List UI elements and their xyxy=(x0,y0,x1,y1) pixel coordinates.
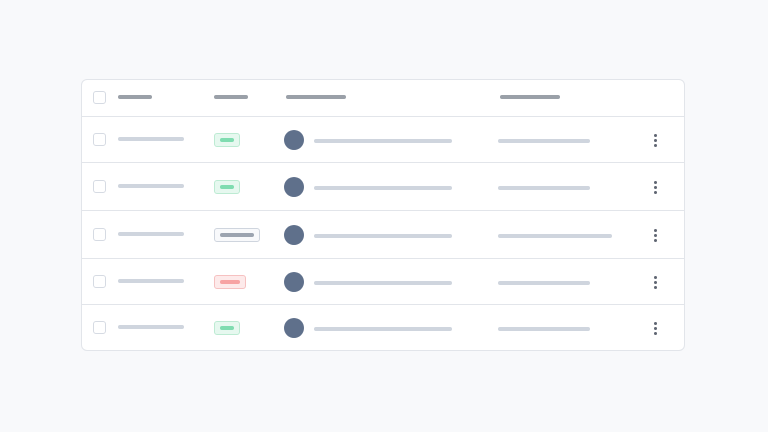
detail-placeholder xyxy=(498,281,590,285)
detail-placeholder xyxy=(498,234,612,238)
avatar xyxy=(284,177,304,197)
kebab-vertical-icon[interactable] xyxy=(654,229,657,244)
table-row[interactable] xyxy=(82,258,684,305)
row-checkbox[interactable] xyxy=(93,133,106,146)
table-row[interactable] xyxy=(82,210,684,259)
description-placeholder xyxy=(314,327,452,331)
description-placeholder xyxy=(314,234,452,238)
description-placeholder xyxy=(314,186,452,190)
avatar xyxy=(284,272,304,292)
detail-placeholder xyxy=(498,186,590,190)
kebab-vertical-icon[interactable] xyxy=(654,181,657,196)
status-badge xyxy=(214,180,240,194)
name-placeholder xyxy=(118,279,184,283)
table-row[interactable] xyxy=(82,162,684,211)
table-row[interactable] xyxy=(82,304,684,351)
description-placeholder xyxy=(314,139,452,143)
header-placeholder-1[interactable] xyxy=(118,95,152,99)
description-placeholder xyxy=(314,281,452,285)
avatar xyxy=(284,130,304,150)
avatar xyxy=(284,318,304,338)
name-placeholder xyxy=(118,325,184,329)
avatar xyxy=(284,225,304,245)
select-all-checkbox[interactable] xyxy=(93,91,106,104)
name-placeholder xyxy=(118,137,184,141)
header-placeholder-4[interactable] xyxy=(500,95,560,99)
kebab-vertical-icon[interactable] xyxy=(654,276,657,291)
table-row[interactable] xyxy=(82,116,684,163)
detail-placeholder xyxy=(498,327,590,331)
table-header xyxy=(82,80,684,116)
status-badge xyxy=(214,133,240,147)
status-badge xyxy=(214,275,246,289)
row-checkbox[interactable] xyxy=(93,275,106,288)
header-placeholder-2[interactable] xyxy=(214,95,248,99)
kebab-vertical-icon[interactable] xyxy=(654,134,657,149)
data-table xyxy=(81,79,685,351)
row-checkbox[interactable] xyxy=(93,321,106,334)
row-checkbox[interactable] xyxy=(93,180,106,193)
name-placeholder xyxy=(118,232,184,236)
detail-placeholder xyxy=(498,139,590,143)
kebab-vertical-icon[interactable] xyxy=(654,322,657,337)
row-checkbox[interactable] xyxy=(93,228,106,241)
status-badge xyxy=(214,321,240,335)
header-placeholder-3[interactable] xyxy=(286,95,346,99)
name-placeholder xyxy=(118,184,184,188)
status-badge xyxy=(214,228,260,242)
